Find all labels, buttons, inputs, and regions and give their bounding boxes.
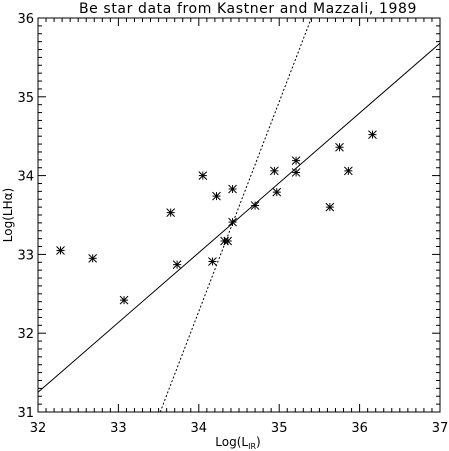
chart-title: Be star data from Kastner and Mazzali, 1… [79, 1, 417, 17]
x-tick-label: 37 [432, 421, 449, 436]
data-point [325, 202, 335, 212]
data-point [208, 257, 217, 266]
y-axis-title: Log(LHα) [1, 188, 15, 242]
plot-frame [37, 17, 441, 413]
data-point [212, 191, 221, 201]
data-point [272, 187, 282, 197]
y-tick-label: 34 [17, 170, 34, 185]
y-tick-label: 36 [17, 12, 34, 27]
data-point [228, 217, 237, 227]
fit-lines [37, 17, 441, 413]
x-tick-label: 35 [271, 421, 288, 436]
data-point [291, 168, 301, 177]
x-tick-label: 32 [30, 421, 47, 436]
data-point [119, 295, 129, 305]
data-points [56, 130, 377, 305]
x-axis-title: Log(LIR) [215, 435, 260, 451]
data-point [270, 166, 279, 176]
solid-fit-line [37, 42, 441, 393]
y-tick-label: 35 [17, 91, 34, 106]
y-axis: 31 32 33 34 35 36 [17, 12, 440, 421]
data-point [223, 236, 233, 246]
y-tick-label: 32 [17, 327, 34, 342]
data-point [250, 201, 260, 210]
data-point [56, 246, 65, 255]
data-point [335, 142, 344, 152]
x-tick-label: 33 [110, 421, 127, 436]
y-tick-label: 31 [17, 406, 34, 421]
x-tick-label: 36 [351, 421, 368, 436]
x-tick-label: 34 [191, 421, 208, 436]
y-tick-label: 33 [17, 248, 34, 263]
data-point [88, 253, 98, 263]
data-point [368, 130, 377, 139]
data-point [228, 184, 237, 194]
dotted-fit-line [159, 17, 312, 413]
data-point [166, 208, 176, 217]
x-axis: 32 33 34 35 36 37 [30, 18, 449, 436]
data-point [198, 171, 208, 180]
data-point [172, 260, 182, 269]
data-point [291, 156, 301, 165]
data-point [343, 166, 353, 176]
